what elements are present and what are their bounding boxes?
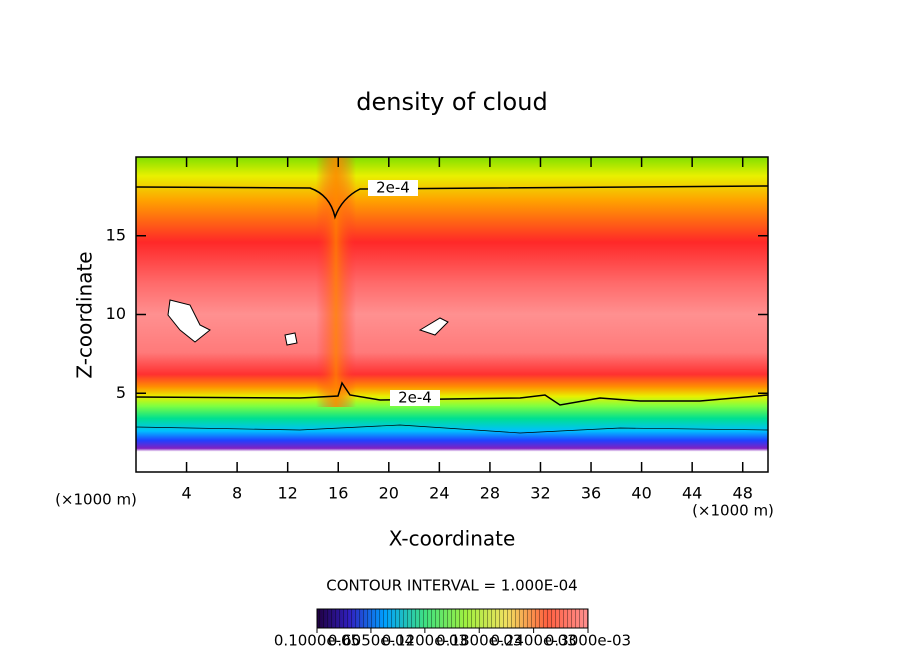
contour-line (135, 424, 769, 434)
colorbar-tick-label: 0.1000e-05 (274, 632, 360, 650)
contour-label: 2e-4 (376, 179, 410, 197)
chart-title: density of cloud (356, 88, 547, 116)
x-tick-label: 40 (631, 484, 651, 503)
x-unit: (×1000 m) (692, 502, 774, 520)
y-axis-label: Z-coordinate (73, 251, 97, 378)
x-tick-label: 20 (379, 484, 399, 503)
x-tick-label: 24 (429, 484, 449, 503)
contour-hole (284, 332, 298, 346)
contour-hole (418, 317, 449, 336)
contour-hole (167, 299, 211, 343)
contour-label-bg (390, 390, 440, 406)
x-tick-label: 32 (530, 484, 550, 503)
field (136, 157, 768, 472)
y-tick-label: 10 (106, 304, 126, 323)
colorbar-tick-label: 0.2400e-03 (491, 632, 577, 650)
contour-line (135, 381, 769, 406)
colorbar-tick-label: 0.1800e-03 (436, 632, 522, 650)
x-tick-label: 4 (181, 484, 191, 503)
x-tick-label: 28 (480, 484, 500, 503)
x-tick-label: 36 (581, 484, 601, 503)
field-streak (316, 157, 356, 407)
contour-interval: CONTOUR INTERVAL = 1.000E-04 (326, 577, 577, 595)
colorbar-tick-label: 0.1200e-03 (382, 632, 468, 650)
y-tick-label: 5 (116, 383, 126, 402)
x-tick-label: 16 (328, 484, 348, 503)
colorbar-frame (316, 608, 589, 629)
x-tick-label: 12 (278, 484, 298, 503)
colorbar-tick-label: 0.3000e-03 (545, 632, 631, 650)
contour-label: 2e-4 (398, 389, 432, 407)
plot-area: 2e-4 2e-4 (135, 156, 769, 473)
colorbar-tick-label: 0.6050e-04 (328, 632, 414, 650)
contour-line (135, 185, 769, 220)
x-tick-label: 48 (733, 484, 753, 503)
x-tick-label: 44 (682, 484, 702, 503)
x-tick-label: 8 (232, 484, 242, 503)
x-axis-label: X-coordinate (389, 527, 516, 551)
contour-label-bg (368, 180, 418, 196)
y-unit: (×1000 m) (55, 491, 137, 509)
y-tick-label: 15 (106, 225, 126, 244)
